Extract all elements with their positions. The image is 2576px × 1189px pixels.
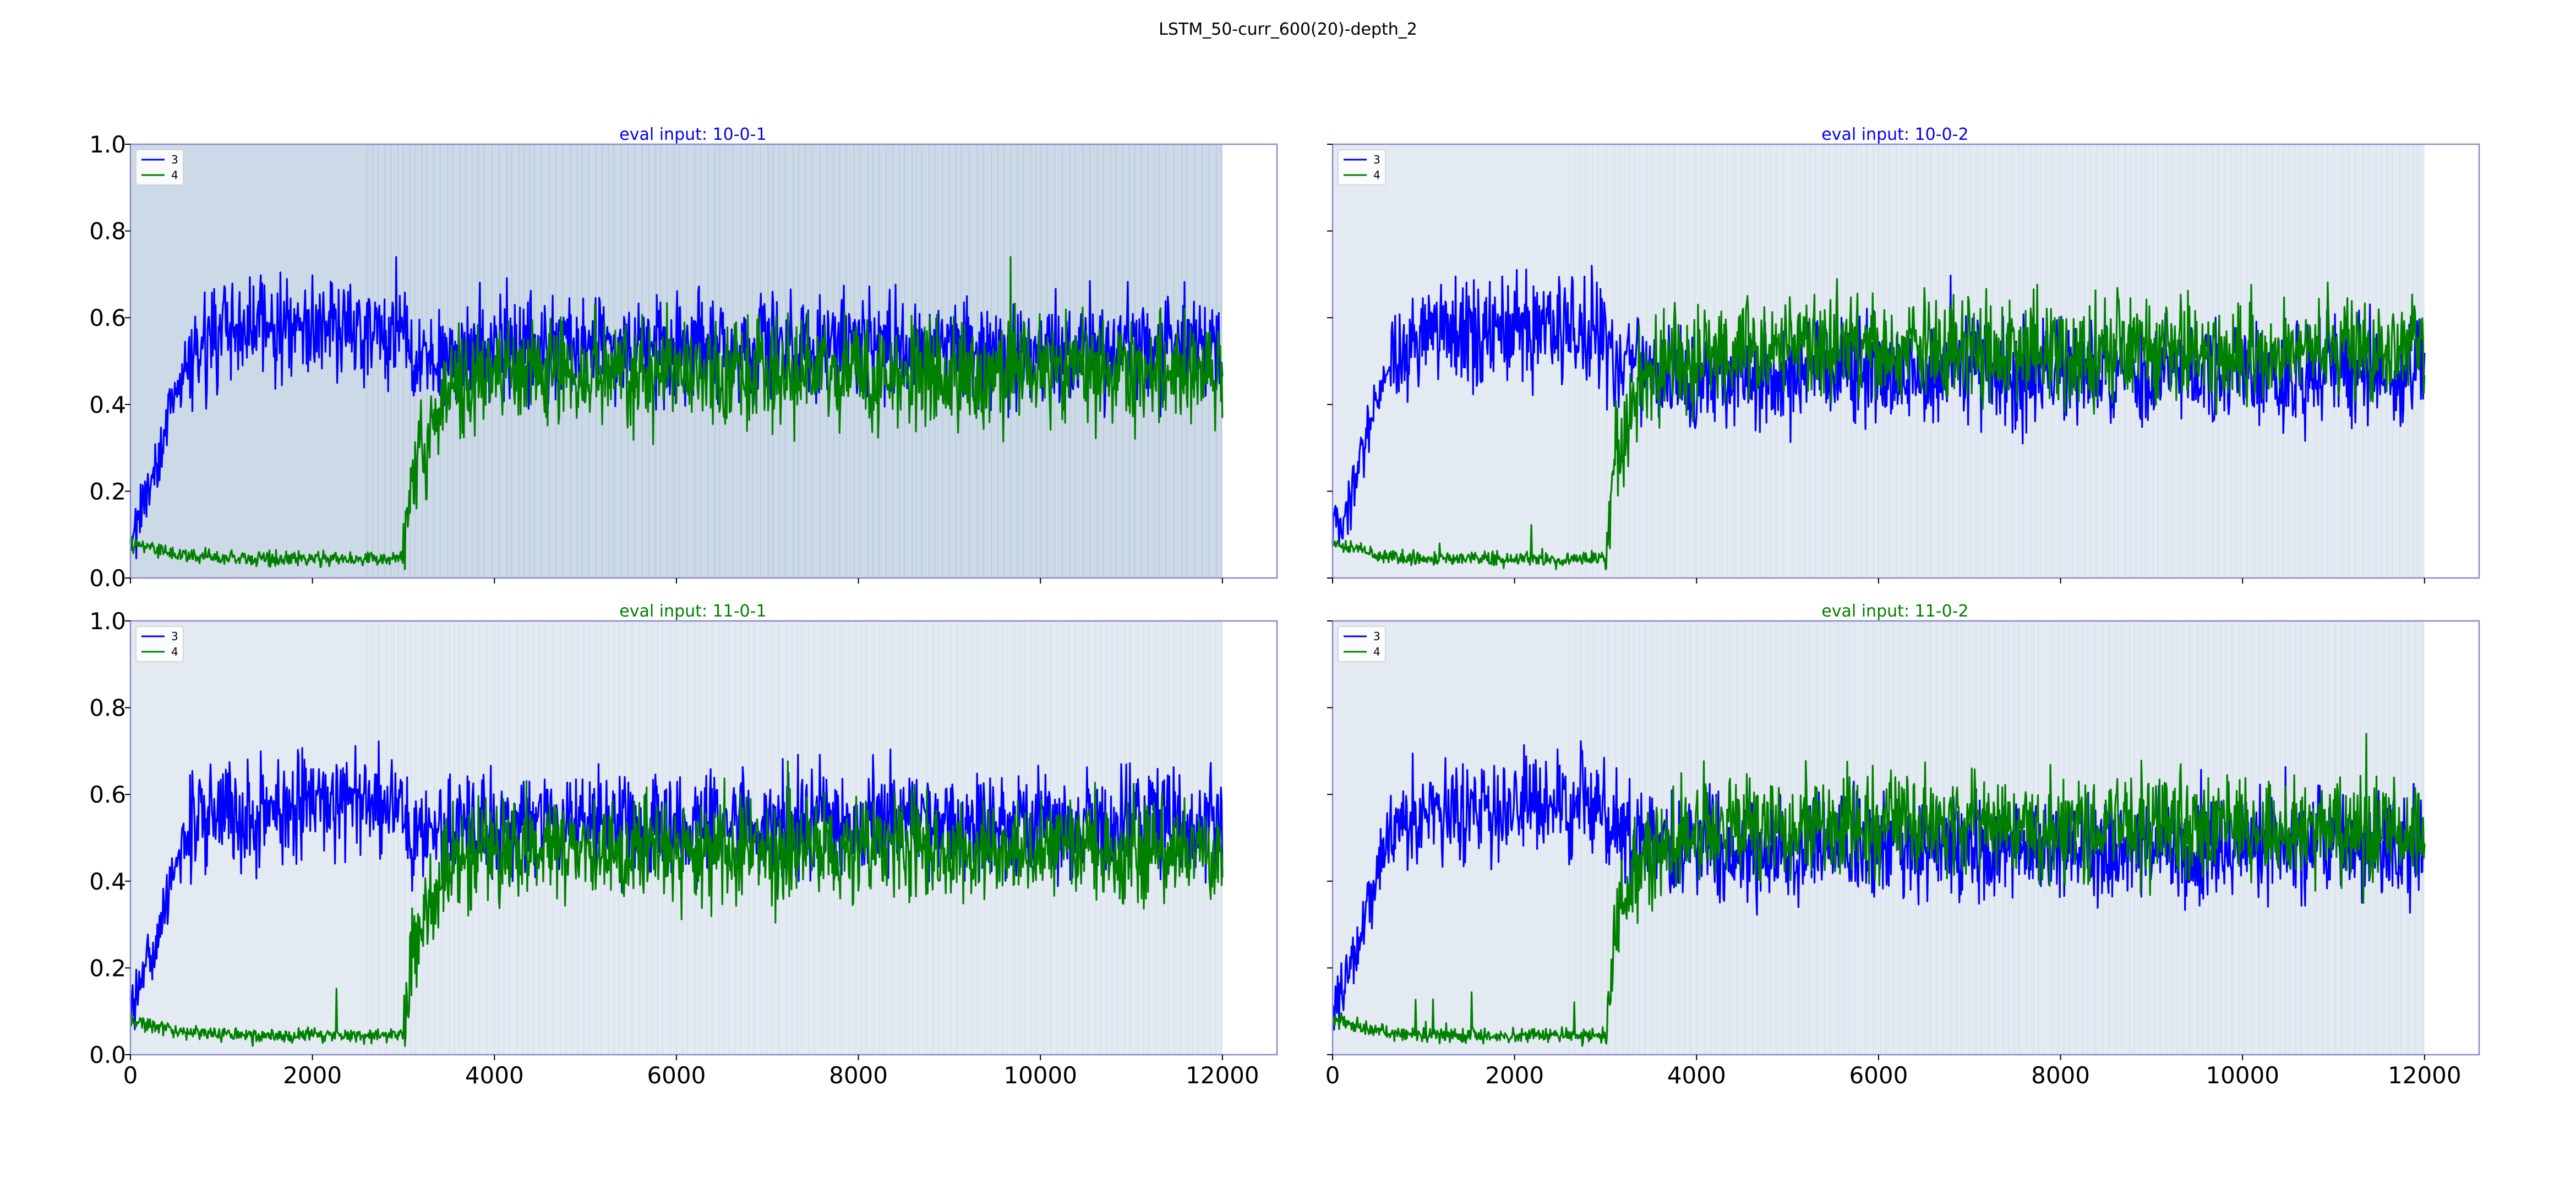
legend: 34	[1338, 626, 1386, 662]
legend-box	[1338, 626, 1386, 662]
y-tick-label: 0.8	[89, 218, 126, 245]
legend-label-3: 3	[171, 630, 178, 643]
legend-box	[1338, 149, 1386, 186]
axes-frame	[1331, 620, 2480, 1056]
shading-stripes	[367, 621, 1222, 1055]
legend: 34	[135, 149, 184, 186]
x-tick-label: 8000	[829, 1062, 888, 1089]
figure-title: LSTM_50-curr_600(20)-depth_2	[1159, 20, 1417, 39]
subplot-title: eval input: 10-0-1	[619, 125, 766, 144]
legend-label-3: 3	[1373, 630, 1380, 643]
y-tick-label: 0.8	[89, 695, 126, 722]
x-tick-label: 12000	[2388, 1062, 2462, 1089]
subplot-3: eval input: 11-0-1 0 2000 4000 6000 8000 10000…	[89, 602, 1278, 1089]
legend-label-4: 4	[171, 645, 178, 658]
x-tick-label: 10000	[2206, 1062, 2279, 1089]
y-tick-label: 0.4	[89, 391, 126, 418]
series-4-line	[129, 760, 1224, 1047]
y-tick-label: 0.6	[89, 781, 126, 808]
x-tick-label: 8000	[2031, 1062, 2090, 1089]
legend-label-4: 4	[171, 168, 178, 182]
y-tick-label: 0.2	[89, 478, 126, 505]
y-tick-label: 0.0	[89, 565, 126, 592]
subplot-4: eval input: 11-0-2 0 2000 4000 6000 8000 10000…	[1325, 602, 2480, 1089]
y-tick-label: 0.2	[89, 955, 126, 981]
legend-label-3: 3	[1373, 153, 1380, 166]
x-tick-label: 0	[1325, 1062, 1340, 1089]
legend-label-3: 3	[171, 153, 178, 166]
x-tick-label: 2000	[283, 1062, 342, 1089]
subplot-title: eval input: 11-0-1	[619, 602, 766, 621]
axes-frame	[1331, 143, 2480, 579]
legend-label-4: 4	[1373, 645, 1380, 658]
legend: 34	[135, 626, 184, 662]
x-tick-label: 10000	[1003, 1062, 1077, 1089]
subplot-2: eval input: 10-0-234	[1327, 125, 2480, 583]
x-tick-label: 4000	[1667, 1062, 1726, 1089]
y-tick-label: 1.0	[89, 131, 126, 158]
axes-frame	[129, 620, 1278, 1056]
legend: 34	[1338, 149, 1386, 186]
legend-label-4: 4	[1373, 168, 1380, 182]
y-tick-label: 0.0	[89, 1041, 126, 1068]
y-tick-label: 0.6	[89, 304, 126, 331]
legend-box	[135, 626, 184, 662]
x-tick-label: 4000	[465, 1062, 524, 1089]
subplot-1: eval input: 10-0-10.00.20.40.60.81.034	[89, 125, 1278, 592]
x-tick-label: 12000	[1186, 1062, 1259, 1089]
subplot-title: eval input: 11-0-2	[1821, 602, 1968, 621]
axes-frame	[129, 143, 1278, 579]
x-tick-label: 6000	[647, 1062, 706, 1089]
x-tick-label: 6000	[1849, 1062, 1908, 1089]
subplot-title: eval input: 10-0-2	[1821, 125, 1968, 144]
series-4-line	[1331, 278, 2426, 570]
y-tick-label: 0.4	[89, 868, 126, 895]
y-tick-label: 1.0	[89, 608, 126, 635]
legend-box	[135, 149, 184, 186]
series-4-line	[129, 256, 1224, 570]
x-tick-label: 2000	[1485, 1062, 1544, 1089]
series-4-line	[1332, 733, 2426, 1047]
x-tick-label: 0	[123, 1062, 138, 1089]
